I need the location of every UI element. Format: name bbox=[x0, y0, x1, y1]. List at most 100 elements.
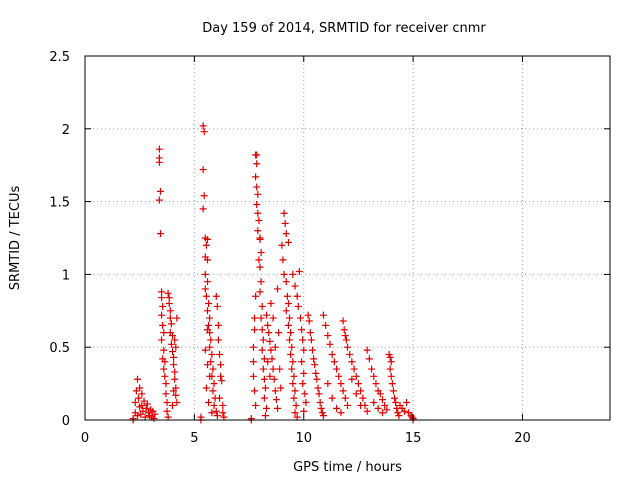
data-point bbox=[352, 390, 360, 398]
data-point bbox=[170, 361, 178, 369]
data-point bbox=[199, 205, 207, 213]
data-point bbox=[160, 329, 168, 337]
data-point bbox=[330, 358, 338, 366]
data-point bbox=[387, 372, 395, 380]
data-point bbox=[269, 365, 277, 373]
data-point bbox=[219, 401, 227, 409]
data-point bbox=[266, 372, 274, 380]
data-point bbox=[350, 365, 358, 373]
data-point bbox=[306, 329, 314, 337]
data-point bbox=[319, 311, 327, 319]
data-point bbox=[312, 369, 320, 377]
data-point bbox=[217, 372, 225, 380]
data-point bbox=[204, 307, 211, 315]
data-point bbox=[383, 406, 391, 414]
x-axis-label: GPS time / hours bbox=[293, 460, 402, 475]
data-point bbox=[339, 317, 347, 325]
data-point bbox=[328, 350, 336, 358]
data-point bbox=[300, 369, 308, 377]
data-point bbox=[270, 375, 278, 383]
data-point bbox=[386, 353, 394, 361]
data-point bbox=[162, 390, 170, 398]
data-point bbox=[387, 358, 395, 366]
data-point bbox=[166, 307, 174, 315]
data-point bbox=[357, 387, 365, 395]
data-point bbox=[214, 321, 222, 329]
data-point bbox=[275, 329, 283, 337]
data-point bbox=[256, 235, 264, 243]
data-point bbox=[220, 413, 228, 421]
data-point bbox=[368, 365, 376, 373]
data-point bbox=[155, 158, 163, 166]
data-point bbox=[216, 350, 224, 358]
data-point bbox=[251, 314, 259, 322]
data-point bbox=[150, 415, 158, 423]
data-point bbox=[255, 217, 263, 225]
y-tick-label: 1.5 bbox=[49, 196, 70, 211]
data-point bbox=[209, 387, 217, 395]
data-point bbox=[271, 387, 279, 395]
data-point bbox=[210, 401, 218, 409]
data-point bbox=[348, 358, 356, 366]
data-point bbox=[252, 292, 260, 300]
data-point bbox=[264, 321, 272, 329]
data-point bbox=[253, 201, 261, 209]
data-point bbox=[163, 399, 171, 407]
data-point bbox=[386, 365, 394, 373]
data-point bbox=[256, 288, 264, 296]
data-point bbox=[328, 394, 336, 402]
data-point bbox=[272, 396, 280, 404]
data-point bbox=[295, 267, 303, 275]
data-point bbox=[271, 343, 279, 351]
data-point bbox=[199, 122, 207, 130]
data-point bbox=[296, 314, 304, 322]
data-point bbox=[202, 241, 210, 249]
data-point bbox=[280, 270, 288, 278]
data-point bbox=[313, 375, 321, 383]
x-tick-label: 20 bbox=[514, 431, 531, 446]
data-point bbox=[376, 390, 384, 398]
data-point bbox=[258, 302, 266, 310]
data-point bbox=[279, 256, 287, 264]
data-point bbox=[210, 380, 218, 388]
data-point bbox=[214, 336, 222, 344]
data-point bbox=[252, 401, 260, 409]
data-point bbox=[391, 394, 399, 402]
data-point bbox=[337, 409, 345, 417]
data-point bbox=[204, 235, 211, 243]
data-point bbox=[172, 343, 180, 351]
data-point bbox=[201, 285, 209, 293]
data-point bbox=[169, 348, 176, 356]
data-point bbox=[370, 399, 378, 407]
data-point bbox=[218, 377, 226, 385]
data-point bbox=[129, 415, 137, 423]
data-point bbox=[287, 350, 295, 358]
data-point bbox=[134, 375, 141, 383]
data-point bbox=[134, 412, 141, 420]
data-point bbox=[158, 336, 166, 344]
data-point bbox=[294, 302, 302, 310]
data-point bbox=[171, 336, 179, 344]
data-point bbox=[205, 399, 213, 407]
data-point bbox=[263, 404, 271, 412]
data-point bbox=[298, 358, 306, 366]
data-point bbox=[259, 365, 267, 373]
data-point bbox=[170, 353, 178, 361]
data-point bbox=[280, 209, 288, 217]
y-tick-label: 0.5 bbox=[49, 341, 70, 356]
data-point bbox=[346, 350, 354, 358]
data-point bbox=[163, 407, 171, 415]
data-point bbox=[269, 314, 277, 322]
data-point bbox=[131, 399, 139, 407]
data-point bbox=[264, 358, 272, 366]
data-point bbox=[202, 384, 210, 392]
data-point bbox=[339, 387, 347, 395]
data-point bbox=[201, 346, 209, 354]
data-point bbox=[253, 160, 261, 168]
data-point bbox=[197, 413, 205, 421]
data-point bbox=[324, 332, 332, 340]
data-point bbox=[324, 380, 332, 388]
data-point bbox=[206, 343, 214, 351]
y-tick-label: 0 bbox=[62, 414, 70, 429]
data-point bbox=[219, 409, 227, 417]
